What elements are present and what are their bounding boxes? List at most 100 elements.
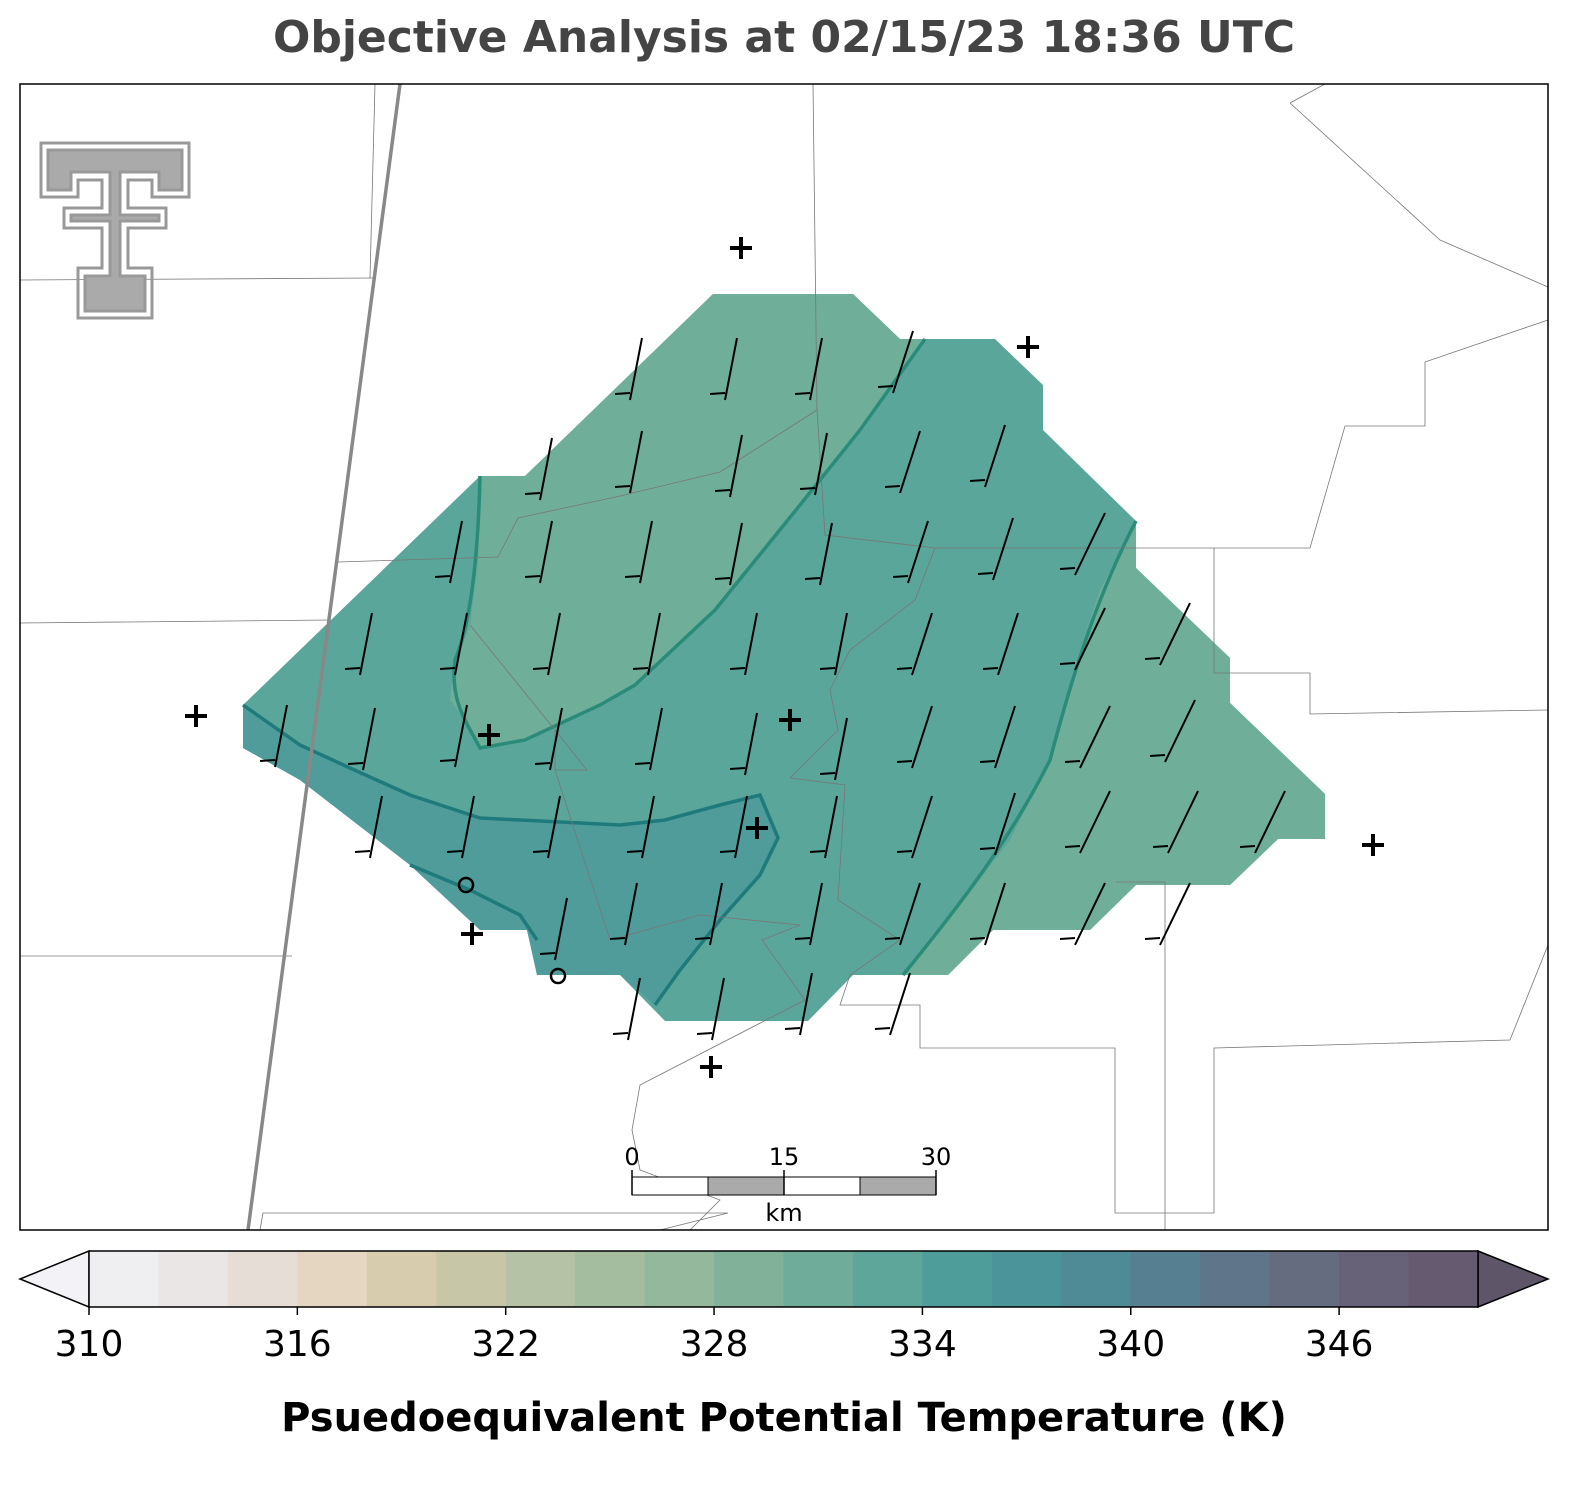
wind-barb xyxy=(1152,790,1199,854)
colorbar-bin xyxy=(297,1251,368,1307)
colorbar-bin xyxy=(644,1251,715,1307)
scale-label: 0 xyxy=(624,1143,639,1171)
region-dark xyxy=(243,705,778,1005)
wind-barb xyxy=(626,795,655,859)
colorbar-bin xyxy=(922,1251,993,1307)
colorbar-tick-label: 328 xyxy=(680,1324,749,1365)
wind-barb xyxy=(624,520,653,584)
wind-barb xyxy=(896,612,933,676)
contour-line xyxy=(409,863,539,941)
wind-barb xyxy=(1064,705,1111,769)
colorbar-bin xyxy=(1061,1251,1132,1307)
wind-barb xyxy=(696,977,725,1041)
colorbar-outline xyxy=(88,1250,1479,1308)
wind-barb xyxy=(1149,699,1196,763)
wind-barb xyxy=(539,897,568,961)
map-frame xyxy=(19,83,1549,1231)
colorbar-bin xyxy=(1200,1251,1271,1307)
scale-segment xyxy=(859,1176,937,1196)
colorbar-bin xyxy=(575,1251,646,1307)
contours xyxy=(241,337,1138,1007)
wind-barb xyxy=(609,882,638,946)
wind-barb xyxy=(969,424,1006,488)
colorbar-bin xyxy=(1339,1251,1410,1307)
wind-barb xyxy=(819,612,848,676)
scale-segment xyxy=(707,1176,785,1196)
station-markers xyxy=(185,237,1384,1078)
colorbar-bin xyxy=(783,1251,854,1307)
colorbar-bin xyxy=(852,1251,923,1307)
region-light-east xyxy=(903,521,1325,975)
wind-barb xyxy=(439,704,468,768)
wind-barb xyxy=(1064,790,1111,854)
wind-barb xyxy=(719,795,748,859)
wind-barb xyxy=(259,704,288,768)
wind-barb xyxy=(1059,882,1106,946)
map: 0 15 30 km xyxy=(19,83,1549,1231)
wind-barb xyxy=(799,432,828,496)
region-light xyxy=(450,294,925,748)
wind-barb xyxy=(1144,882,1191,946)
wind-barb xyxy=(729,612,758,676)
wind-barb xyxy=(884,882,921,946)
wind-barb xyxy=(344,612,373,676)
wind-barb xyxy=(794,882,823,946)
wind-barb xyxy=(729,712,758,776)
wind-barb xyxy=(884,430,921,494)
scale-label: 15 xyxy=(769,1143,800,1171)
wind-barb xyxy=(612,977,641,1041)
colorbar-tick-label: 334 xyxy=(888,1324,957,1365)
state-line xyxy=(246,83,402,1231)
colorbar-label: Psuedoequivalent Potential Temperature (… xyxy=(281,1395,1287,1441)
colorbar-bin xyxy=(991,1251,1062,1307)
colorbar-bin xyxy=(714,1251,784,1307)
colorbar-bin xyxy=(505,1251,576,1307)
contour-line xyxy=(241,703,780,1007)
colorbar: 310 316 322 328 334 340 346 Psuedoequivalent Po… xyxy=(18,1249,1551,1441)
wind-barb xyxy=(614,337,643,401)
wind-barb xyxy=(347,707,376,771)
wind-barb xyxy=(979,705,1016,769)
wind-barb xyxy=(977,517,1014,581)
scale-unit: km xyxy=(765,1199,802,1227)
wind-barb xyxy=(532,612,561,676)
county-lines xyxy=(19,83,1549,1231)
wind-barb xyxy=(819,717,848,781)
contour-line xyxy=(901,520,1138,977)
wind-barb xyxy=(794,337,823,401)
wind-barb xyxy=(634,707,663,771)
wind-barb xyxy=(714,434,743,498)
wind-barb xyxy=(892,520,929,584)
colorbar-bin xyxy=(158,1251,229,1307)
wind-barb xyxy=(524,520,553,584)
colorbar-bin xyxy=(436,1251,507,1307)
wind-barb xyxy=(524,437,553,501)
wind-barb xyxy=(632,612,661,676)
wind-barb xyxy=(434,520,463,584)
logo xyxy=(39,141,191,320)
wind-barb xyxy=(709,337,738,401)
wind-barb xyxy=(979,792,1016,856)
colorbar-bin xyxy=(1408,1251,1479,1307)
wind-barb xyxy=(614,430,643,494)
wind-barb xyxy=(877,330,914,394)
colorbar-tick-label: 322 xyxy=(471,1324,540,1365)
wind-barb xyxy=(694,882,723,946)
wind-barb xyxy=(532,795,561,859)
colorbar-tick-label: 346 xyxy=(1305,1324,1374,1365)
wind-barb xyxy=(1239,790,1286,854)
scale-bar: 0 15 30 km xyxy=(624,1143,951,1227)
wind-barb xyxy=(1059,512,1106,576)
colorbar-bin xyxy=(1130,1251,1201,1307)
scale-segment xyxy=(783,1176,861,1196)
contour-line xyxy=(452,337,927,750)
wind-barb xyxy=(534,707,563,771)
colorbar-tick-label: 316 xyxy=(263,1324,332,1365)
title: Objective Analysis at 02/15/23 18:36 UTC xyxy=(273,12,1295,63)
wind-barbs xyxy=(259,330,1286,1041)
wind-barb xyxy=(1059,607,1106,671)
wind-barb xyxy=(982,612,1019,676)
scale-segment xyxy=(631,1176,709,1196)
scale-label: 30 xyxy=(921,1143,952,1171)
